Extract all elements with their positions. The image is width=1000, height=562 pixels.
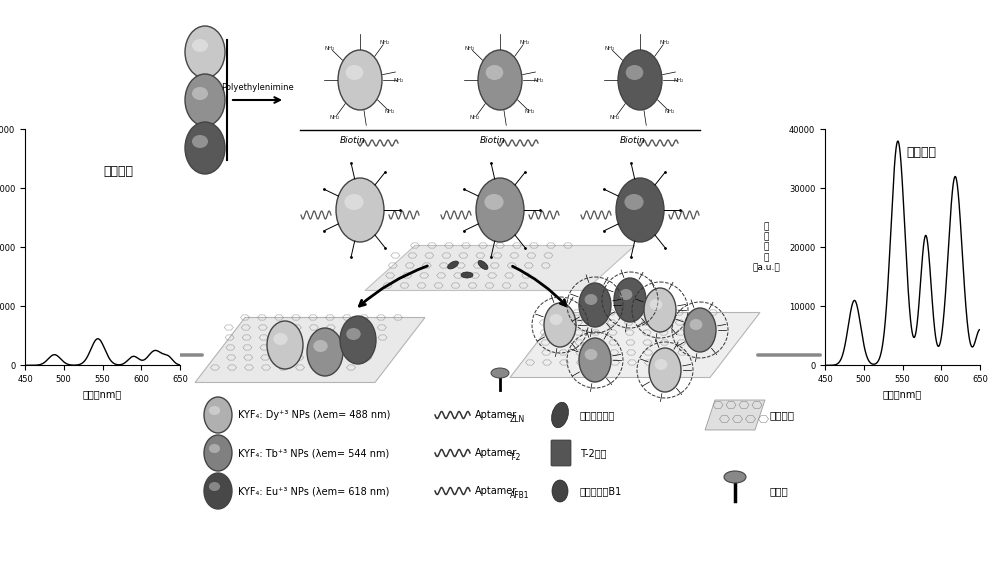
Ellipse shape — [491, 368, 509, 378]
Text: 亲和素: 亲和素 — [770, 486, 789, 496]
Text: NH₂: NH₂ — [605, 46, 615, 51]
Ellipse shape — [192, 39, 208, 52]
Text: Polyethylenimine: Polyethylenimine — [221, 83, 293, 92]
Text: AFB1: AFB1 — [510, 491, 530, 500]
Text: KYF₄: Dy⁺³ NPs (λem= 488 nm): KYF₄: Dy⁺³ NPs (λem= 488 nm) — [238, 410, 390, 420]
Ellipse shape — [724, 471, 746, 483]
Ellipse shape — [484, 194, 504, 210]
Text: NH₂: NH₂ — [330, 115, 340, 120]
Text: Aptamer: Aptamer — [475, 410, 517, 420]
Text: 黄曲霉毒素B1: 黄曲霉毒素B1 — [580, 486, 622, 496]
Text: NH₂: NH₂ — [660, 40, 670, 45]
Text: T-2: T-2 — [510, 452, 521, 461]
Ellipse shape — [209, 482, 220, 491]
Text: NH₂: NH₂ — [325, 46, 335, 51]
Ellipse shape — [204, 397, 232, 433]
Ellipse shape — [579, 283, 611, 327]
Ellipse shape — [344, 194, 364, 210]
Text: 玉米赤霉烯酮: 玉米赤霉烯酮 — [580, 410, 615, 420]
Ellipse shape — [267, 321, 303, 369]
FancyBboxPatch shape — [551, 440, 571, 466]
Ellipse shape — [273, 333, 288, 345]
Text: NH₂: NH₂ — [525, 109, 535, 114]
Ellipse shape — [209, 444, 220, 453]
Ellipse shape — [192, 87, 208, 100]
Text: ZLN: ZLN — [510, 415, 525, 424]
Ellipse shape — [650, 299, 662, 310]
Polygon shape — [705, 400, 765, 430]
Ellipse shape — [585, 349, 597, 360]
Text: KYF₄: Tb⁺³ NPs (λem= 544 nm): KYF₄: Tb⁺³ NPs (λem= 544 nm) — [238, 448, 389, 458]
Ellipse shape — [204, 435, 232, 471]
Text: NH₂: NH₂ — [380, 40, 390, 45]
Ellipse shape — [185, 26, 225, 78]
Ellipse shape — [684, 308, 716, 352]
Ellipse shape — [209, 406, 220, 415]
Ellipse shape — [579, 338, 611, 382]
Text: NH₂: NH₂ — [674, 78, 684, 83]
Text: NH₂: NH₂ — [665, 109, 675, 114]
Ellipse shape — [690, 319, 702, 330]
Ellipse shape — [644, 288, 676, 332]
Text: Biotin: Biotin — [340, 136, 366, 145]
Text: KYF₄: Eu⁺³ NPs (λem= 618 nm): KYF₄: Eu⁺³ NPs (λem= 618 nm) — [238, 486, 389, 496]
Text: Aptamer: Aptamer — [475, 448, 517, 458]
Ellipse shape — [478, 261, 488, 270]
Text: 荧光猝灭: 荧光猝灭 — [103, 165, 133, 178]
Text: 荧光恢复: 荧光恢复 — [906, 146, 936, 160]
Ellipse shape — [552, 480, 568, 502]
Ellipse shape — [616, 178, 664, 242]
Ellipse shape — [336, 178, 384, 242]
Ellipse shape — [655, 359, 667, 370]
Ellipse shape — [192, 135, 208, 148]
Ellipse shape — [544, 303, 576, 347]
Ellipse shape — [552, 402, 568, 428]
Ellipse shape — [476, 178, 524, 242]
Text: Biotin: Biotin — [480, 136, 506, 145]
Ellipse shape — [624, 194, 644, 210]
Ellipse shape — [185, 74, 225, 126]
Ellipse shape — [307, 328, 343, 376]
Ellipse shape — [448, 261, 458, 269]
Ellipse shape — [185, 122, 225, 174]
Ellipse shape — [478, 50, 522, 110]
Ellipse shape — [461, 272, 473, 278]
Text: 二硫化钨: 二硫化钨 — [770, 410, 795, 420]
Ellipse shape — [313, 340, 328, 352]
Ellipse shape — [340, 316, 376, 364]
Text: NH₂: NH₂ — [465, 46, 475, 51]
X-axis label: 波长（nm）: 波长（nm） — [83, 389, 122, 400]
Ellipse shape — [585, 294, 597, 305]
Ellipse shape — [614, 278, 646, 322]
Ellipse shape — [620, 289, 632, 300]
Polygon shape — [195, 318, 425, 383]
Text: NH₂: NH₂ — [470, 115, 480, 120]
Text: 荧
光
强
度
（a.u.）: 荧 光 强 度 （a.u.） — [752, 222, 780, 273]
Ellipse shape — [626, 65, 643, 80]
Ellipse shape — [486, 65, 503, 80]
Text: NH₂: NH₂ — [610, 115, 620, 120]
Ellipse shape — [346, 328, 361, 340]
Text: Biotin: Biotin — [620, 136, 646, 145]
Ellipse shape — [204, 473, 232, 509]
Text: NH₂: NH₂ — [394, 78, 404, 83]
Ellipse shape — [346, 65, 363, 80]
Polygon shape — [510, 312, 760, 378]
Ellipse shape — [618, 50, 662, 110]
Text: NH₂: NH₂ — [520, 40, 530, 45]
Polygon shape — [365, 246, 635, 291]
Text: NH₂: NH₂ — [534, 78, 544, 83]
X-axis label: 波长（nm）: 波长（nm） — [883, 389, 922, 400]
Text: Aptamer: Aptamer — [475, 486, 517, 496]
Ellipse shape — [338, 50, 382, 110]
Ellipse shape — [649, 348, 681, 392]
Text: NH₂: NH₂ — [385, 109, 395, 114]
Ellipse shape — [550, 314, 562, 325]
Text: T-2毒素: T-2毒素 — [580, 448, 606, 458]
